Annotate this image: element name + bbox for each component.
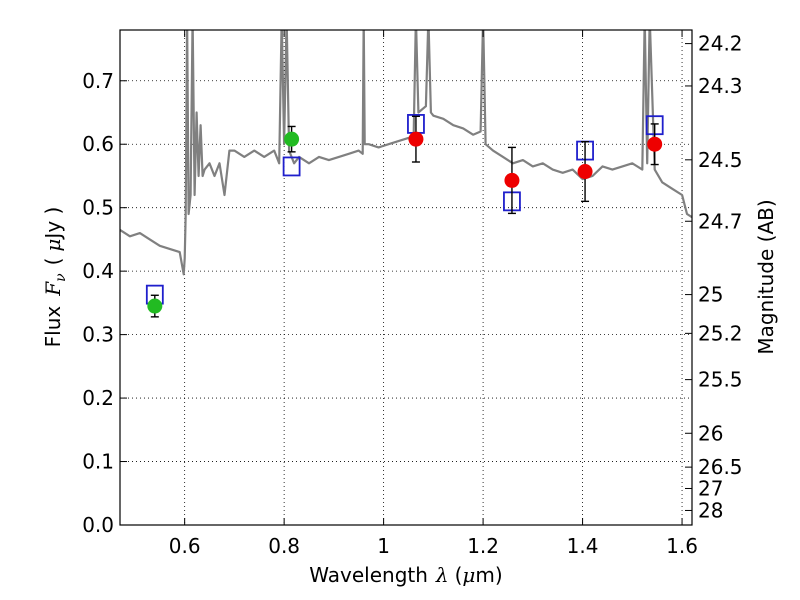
observed-point (504, 172, 520, 188)
observed-point (284, 131, 300, 147)
y-axis-unit-open: ( (41, 258, 65, 266)
mag-tick-label: 28 (698, 498, 723, 522)
mag-tick-label: 25 (698, 283, 723, 307)
y-tick-label: 0.1 (82, 450, 114, 474)
observed-point (577, 164, 593, 180)
y-axis-subscript: ν (53, 273, 69, 282)
mag-tick-label: 24.5 (698, 148, 743, 172)
mag-tick-label: 26.5 (698, 455, 743, 479)
plot-frame (119, 29, 693, 526)
plot-background (120, 30, 692, 525)
mag-tick-label: 24.2 (698, 32, 743, 56)
y-axis-unit-rest: Jy ) (41, 207, 65, 241)
mag-tick-label: 24.3 (698, 74, 743, 98)
x-axis-label: Wavelength λ (μm) (309, 563, 502, 587)
y-tick-label: 0.3 (82, 323, 114, 347)
right-axis-label: Magnitude (AB) (754, 199, 778, 354)
observed-point (408, 131, 424, 147)
error-bars (147, 115, 663, 318)
y-tick-label: 0.4 (82, 259, 114, 283)
x-axis-unit-mu: μ (462, 563, 475, 587)
y-tick-label: 0.0 (82, 513, 114, 537)
mag-tick-label: 25.2 (698, 321, 743, 345)
x-axis-unit-rest: m) (475, 563, 502, 587)
y-tick-label: 0.5 (82, 196, 114, 220)
x-tick-label: 0.6 (169, 534, 201, 558)
y-axis-label: Flux Fν ( μJy ) (41, 207, 69, 348)
x-tick-label: 1.6 (666, 534, 698, 558)
mag-tick-label: 27 (698, 476, 723, 500)
mag-tick-label: 25.5 (698, 368, 743, 392)
x-tick-label: 1 (377, 534, 390, 558)
y-tick-label: 0.2 (82, 386, 114, 410)
x-axis-label-text: Wavelength (309, 563, 428, 587)
mag-tick-label: 24.7 (698, 209, 743, 233)
ticks: 0.6 0.8 1 1.2 1.4 1.6 0.0 0.1 0.2 0.3 0.4 0.5 0.6 0.7… (82, 30, 743, 558)
x-axis-symbol: λ (435, 563, 449, 587)
observed-point (647, 136, 663, 152)
x-tick-label: 1.4 (567, 534, 599, 558)
x-tick-label: 1.2 (467, 534, 499, 558)
x-axis-unit-open: ( (455, 563, 463, 587)
y-axis-label-text: Flux (41, 306, 65, 348)
y-tick-label: 0.6 (82, 132, 114, 156)
y-axis-symbol: F (41, 281, 65, 297)
mag-tick-label: 26 (698, 421, 723, 445)
x-tick-label: 0.8 (268, 534, 300, 558)
observed-point (147, 298, 163, 314)
y-axis-unit-mu: μ (41, 239, 65, 252)
y-tick-label: 0.7 (82, 69, 114, 93)
model-photometry-square (282, 156, 301, 177)
